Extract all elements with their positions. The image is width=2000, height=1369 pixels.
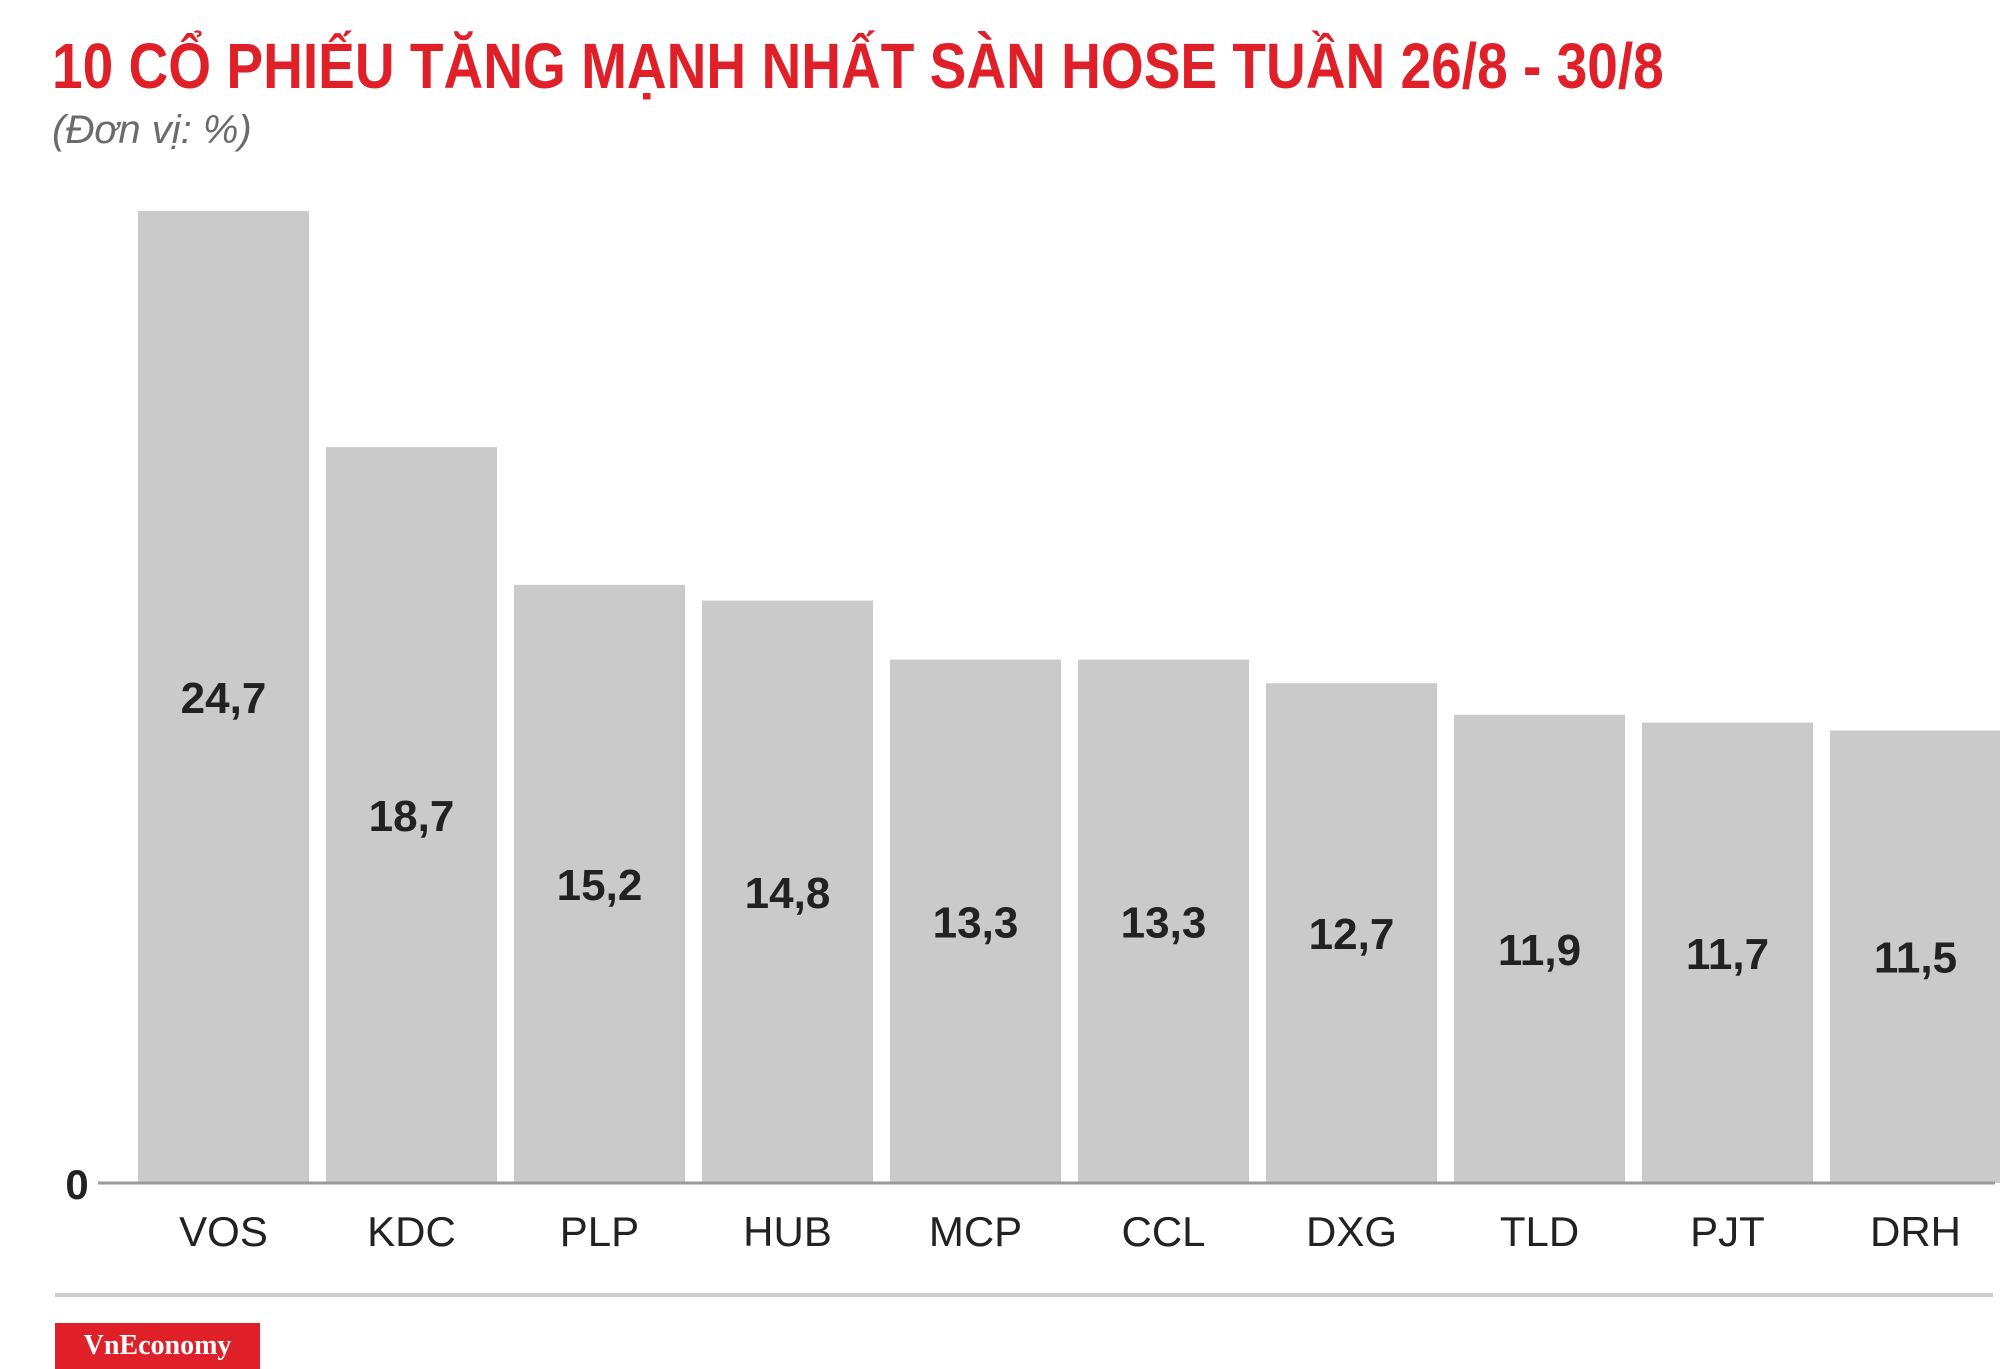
bar-kdc xyxy=(326,447,497,1183)
category-label-hub: HUB xyxy=(743,1208,832,1255)
bar-tld xyxy=(1454,714,1625,1183)
bar-ccl xyxy=(1078,659,1249,1183)
y-tick-label-0: 0 xyxy=(65,1161,88,1208)
bar-value-label-hub: 14,8 xyxy=(745,869,831,918)
unit-subtitle: (Đơn vị: %) xyxy=(52,108,252,152)
bar-value-label-kdc: 18,7 xyxy=(369,792,455,841)
bar-chart: 24,7 VOS 18,7 KDC 15,2 PLP 14,8 HUB 13,3 MCP 13,3 C… xyxy=(65,211,2000,1255)
bar-value-label-pjt: 11,7 xyxy=(1686,930,1769,979)
footer-divider xyxy=(55,1293,1993,1297)
bar-value-label-mcp: 13,3 xyxy=(933,898,1019,947)
category-label-pjt: PJT xyxy=(1690,1208,1765,1255)
bar-plp xyxy=(514,584,685,1183)
bar-value-label-plp: 15,2 xyxy=(557,861,643,910)
category-label-kdc: KDC xyxy=(367,1208,456,1255)
chart-title: 10 CỔ PHIẾU TĂNG MẠNH NHẤT SÀN HOSE TUẦN… xyxy=(52,30,1664,102)
bar-value-label-dxg: 12,7 xyxy=(1309,910,1395,959)
category-label-plp: PLP xyxy=(560,1208,639,1255)
bar-drh xyxy=(1830,730,2000,1183)
bar-value-label-drh: 11,5 xyxy=(1874,934,1957,983)
bar-value-label-ccl: 13,3 xyxy=(1121,898,1207,947)
category-label-dxg: DXG xyxy=(1306,1208,1397,1255)
bar-vos xyxy=(138,211,309,1183)
category-label-vos: VOS xyxy=(179,1208,268,1255)
category-label-drh: DRH xyxy=(1870,1208,1961,1255)
bar-mcp xyxy=(890,659,1061,1183)
bar-dxg xyxy=(1266,683,1437,1183)
bar-value-label-tld: 11,9 xyxy=(1498,926,1581,975)
bar-value-label-vos: 24,7 xyxy=(181,674,267,723)
category-label-mcp: MCP xyxy=(929,1208,1022,1255)
brand-logo: VnEconomy xyxy=(55,1323,260,1369)
bar-hub xyxy=(702,600,873,1183)
category-label-tld: TLD xyxy=(1500,1208,1579,1255)
category-label-ccl: CCL xyxy=(1121,1208,1205,1255)
bar-pjt xyxy=(1642,722,1813,1183)
